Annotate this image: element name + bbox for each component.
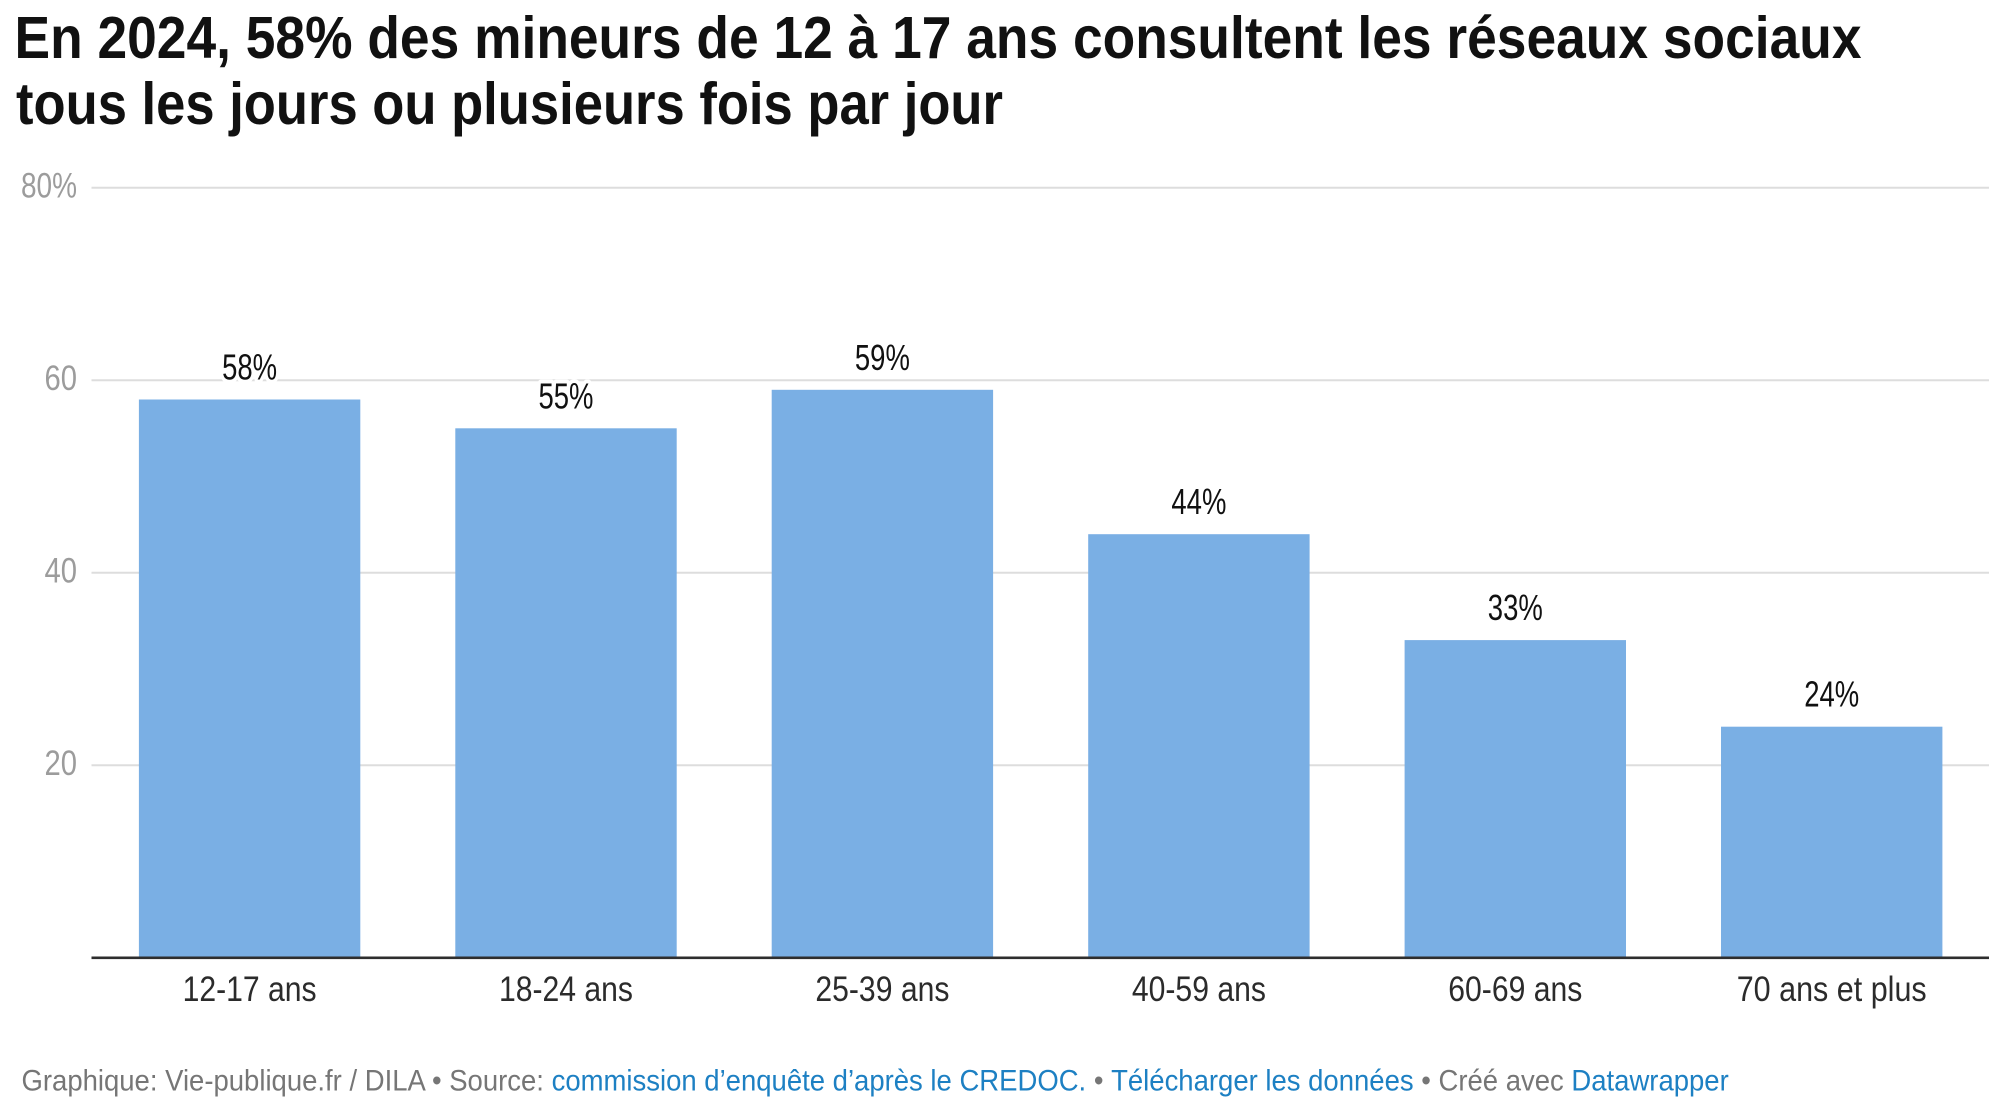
svg-text:58%: 58% — [222, 347, 277, 388]
svg-text:60-69 ans: 60-69 ans — [1448, 970, 1582, 1009]
svg-text:33%: 33% — [1488, 587, 1543, 628]
svg-text:59%: 59% — [855, 337, 910, 378]
svg-text:40-59 ans: 40-59 ans — [1132, 970, 1266, 1009]
svg-text:20: 20 — [45, 744, 78, 783]
svg-text:En 2024, 58% des mineurs de 12: En 2024, 58% des mineurs de 12 à 17 ans … — [15, 5, 1862, 71]
svg-text:tous les jours ou plusieurs fo: tous les jours ou plusieurs fois par jou… — [16, 71, 1003, 137]
svg-text:44%: 44% — [1171, 481, 1226, 522]
svg-text:80%: 80% — [21, 167, 77, 206]
svg-text:12-17 ans: 12-17 ans — [183, 970, 317, 1009]
svg-text:25-39 ans: 25-39 ans — [815, 970, 949, 1009]
svg-text:60: 60 — [45, 359, 78, 398]
svg-text:18-24 ans: 18-24 ans — [499, 970, 633, 1009]
svg-text:55%: 55% — [539, 375, 594, 416]
svg-text:40: 40 — [45, 552, 78, 591]
svg-text:Graphique: Vie-publique.fr / D: Graphique: Vie-publique.fr / DILA • Sour… — [22, 1064, 1730, 1097]
svg-text:24%: 24% — [1804, 674, 1859, 715]
svg-text:70 ans et plus: 70 ans et plus — [1737, 970, 1927, 1009]
